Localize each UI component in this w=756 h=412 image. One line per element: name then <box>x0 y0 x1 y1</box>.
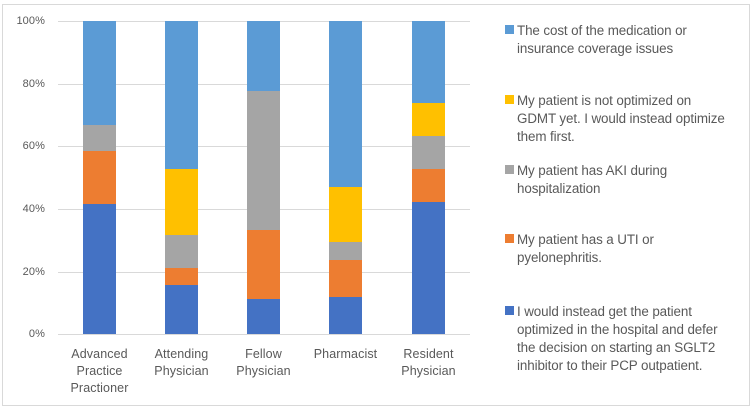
x-category-label-5: Resident Physician <box>374 346 484 380</box>
legend-label-line: My patient has a UTI or <box>517 232 654 247</box>
legend-label-3: My patient has AKI during hospitalization <box>517 162 667 198</box>
bar-segment-cat2-series5 <box>165 21 198 170</box>
x-category-label-line: Physician <box>236 364 291 378</box>
legend-label-line: pyelonephritis. <box>517 250 602 265</box>
legend-label-2: My patient is not optimized on GDMT yet. … <box>517 92 725 146</box>
bar-segment-cat1-series2 <box>83 151 116 204</box>
bar-segment-cat3-series1 <box>247 299 280 334</box>
chart-border <box>2 4 750 406</box>
legend-label-line: hospitalization <box>517 181 601 196</box>
y-tick-label-60%: 60% <box>22 140 45 152</box>
x-category-label-4: Pharmacist <box>291 346 401 363</box>
legend-label-line: insurance coverage issues <box>517 41 674 56</box>
bar-segment-cat2-series3 <box>165 235 198 269</box>
legend-label-line: the decision on starting an SGLT2 <box>517 340 716 355</box>
bar-segment-cat2-series2 <box>165 268 198 285</box>
bar-segment-cat4-series5 <box>329 21 362 187</box>
y-tick-label-20%: 20% <box>22 266 45 278</box>
legend-label-5: I would instead get the patient optimized… <box>517 303 718 375</box>
bar-segment-cat5-series1 <box>412 202 445 334</box>
legend-marker-4 <box>505 234 514 243</box>
legend-marker-1 <box>505 25 514 34</box>
y-tick-label-40%: 40% <box>22 203 45 215</box>
x-category-label-3: Fellow Physician <box>209 346 319 380</box>
legend-marker-3 <box>505 165 514 174</box>
bar-segment-cat5-series4 <box>412 103 445 137</box>
legend-label-line: them first. <box>517 129 575 144</box>
y-tick-label-100%: 100% <box>16 15 45 27</box>
x-category-label-line: Advanced <box>71 347 128 361</box>
x-category-label-line: Physician <box>401 364 456 378</box>
x-category-label-line: Resident <box>403 347 454 361</box>
x-category-label-line: Fellow <box>245 347 282 361</box>
x-category-label-line: Attending <box>154 347 209 361</box>
y-tick-label-80%: 80% <box>22 78 45 90</box>
x-category-label-line: Practioner <box>70 381 129 395</box>
bar-segment-cat4-series4 <box>329 186 362 242</box>
bar-segment-cat1-series1 <box>83 203 116 334</box>
legend-label-line: I would instead get the patient <box>517 304 692 319</box>
legend-label-line: My patient has AKI during <box>517 163 668 178</box>
x-category-label-line: Practice <box>76 364 123 378</box>
x-axis-line <box>58 334 470 335</box>
bar-segment-cat4-series2 <box>329 260 362 298</box>
legend-label-line: GDMT yet. I would instead optimize <box>517 111 725 126</box>
bar-segment-cat3-series3 <box>247 90 280 230</box>
bar-segment-cat5-series2 <box>412 169 445 203</box>
y-tick-label-0%: 0% <box>28 328 45 340</box>
bar-segment-cat2-series1 <box>165 284 198 334</box>
x-category-label-1: Advanced Practice Practioner <box>45 346 155 397</box>
legend-label-line: optimized in the hospital and defer <box>517 322 718 337</box>
bar-segment-cat3-series2 <box>247 229 280 300</box>
bar-segment-cat4-series3 <box>329 241 362 261</box>
legend-marker-2 <box>505 95 514 104</box>
x-category-label-2: Attending Physician <box>127 346 237 380</box>
bar-segment-cat3-series5 <box>247 21 280 91</box>
legend-label-4: My patient has a UTI or pyelonephritis. <box>517 231 654 267</box>
x-category-label-line: Pharmacist <box>313 347 378 361</box>
legend-label-line: My patient is not optimized on <box>517 93 692 108</box>
legend-label-line: inhibitor to their PCP outpatient. <box>517 358 703 373</box>
legend-label-1: The cost of the medication or insurance c… <box>517 22 687 58</box>
legend-label-line: The cost of the medication or <box>517 23 687 38</box>
bar-segment-cat1-series5 <box>83 21 116 126</box>
bar-segment-cat1-series3 <box>83 125 116 152</box>
bar-segment-cat5-series3 <box>412 136 445 170</box>
legend-marker-5 <box>505 306 514 315</box>
bar-segment-cat2-series4 <box>165 169 198 236</box>
bar-segment-cat5-series5 <box>412 20 445 104</box>
x-category-label-line: Physician <box>154 364 209 378</box>
bar-segment-cat4-series1 <box>329 297 362 334</box>
